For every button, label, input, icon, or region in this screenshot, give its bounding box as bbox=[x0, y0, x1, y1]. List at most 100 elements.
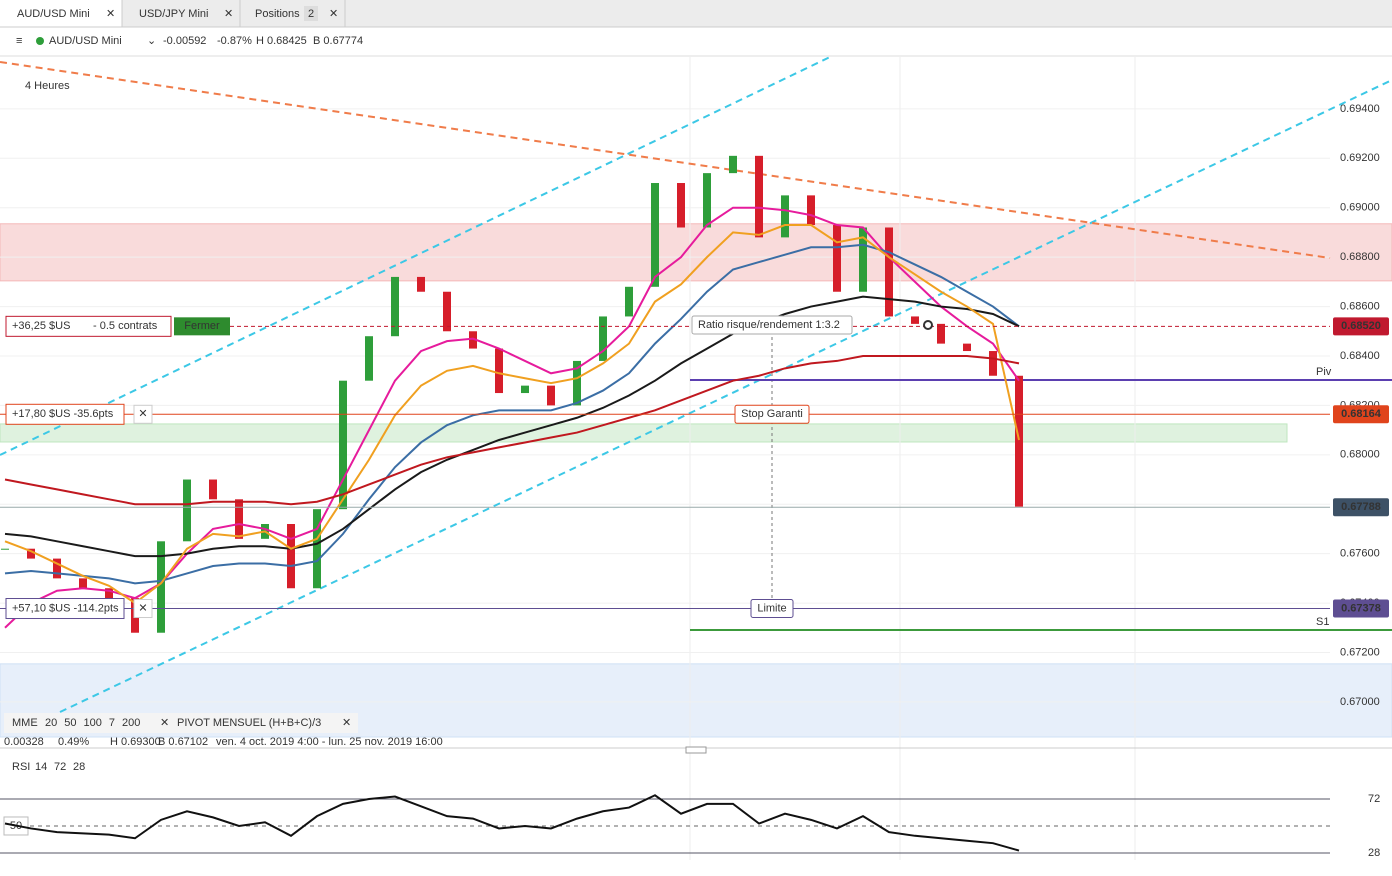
candle bbox=[651, 183, 659, 287]
price-tag-bg bbox=[1333, 498, 1389, 517]
y-tick-label: 0.67000 bbox=[1340, 696, 1380, 708]
rsi-param: 72 bbox=[54, 761, 66, 773]
y-tick-label: 0.67200 bbox=[1340, 646, 1380, 658]
candle bbox=[209, 479, 217, 500]
high: H 0.68425 bbox=[256, 35, 307, 47]
candle bbox=[963, 343, 971, 352]
pivot-label: S1 bbox=[1316, 616, 1329, 628]
price-tag: 0.68520 bbox=[1341, 320, 1381, 332]
candle bbox=[937, 323, 945, 344]
ma-line bbox=[4, 206, 1020, 629]
pivot-label: Piv bbox=[1316, 366, 1332, 378]
close-icon[interactable]: ✕ bbox=[106, 8, 115, 20]
menu-icon[interactable]: ≡ bbox=[16, 35, 22, 47]
tab-label[interactable]: Positions bbox=[255, 8, 300, 20]
legend-entry: 20 bbox=[45, 717, 57, 729]
y-tick-label: 0.69200 bbox=[1340, 152, 1380, 164]
legend-entry: 200 bbox=[122, 717, 140, 729]
zone bbox=[0, 223, 1392, 282]
candle bbox=[469, 331, 477, 349]
y-tick-label: 0.68000 bbox=[1340, 449, 1380, 461]
candle bbox=[781, 195, 789, 238]
candle bbox=[339, 380, 347, 510]
dropdown[interactable]: ⌄ bbox=[147, 35, 156, 47]
x[interactable]: ✕ bbox=[342, 717, 351, 729]
rsi-title: RSI bbox=[12, 761, 30, 773]
price-tag-bg bbox=[1333, 599, 1389, 618]
candle bbox=[911, 316, 919, 324]
info: 0.49% bbox=[58, 736, 89, 748]
close-label[interactable]: Fermer bbox=[184, 320, 220, 332]
candle bbox=[1015, 375, 1023, 507]
price-tag-bg bbox=[1333, 405, 1389, 424]
x-btn[interactable] bbox=[133, 599, 153, 619]
tab-label[interactable]: USD/JPY Mini bbox=[139, 8, 208, 20]
pnl-box bbox=[5, 598, 125, 620]
candle bbox=[677, 183, 685, 228]
ma-line bbox=[4, 224, 1020, 605]
pnl: +36,25 $US bbox=[12, 320, 70, 332]
tab-bar bbox=[0, 0, 1392, 27]
marker bbox=[923, 320, 933, 330]
tag-bg bbox=[734, 404, 810, 424]
pivot-name: PIVOT MENSUEL (H+B+C)/3 bbox=[177, 717, 321, 729]
candle bbox=[859, 227, 867, 292]
trend-line bbox=[0, 56, 831, 456]
candle bbox=[365, 336, 373, 381]
legend-entry: 100 bbox=[84, 717, 102, 729]
y-tick-label: 0.68800 bbox=[1340, 251, 1380, 263]
x[interactable]: ✕ bbox=[138, 408, 147, 420]
candle bbox=[79, 578, 87, 589]
x[interactable]: ✕ bbox=[160, 717, 169, 729]
candle bbox=[391, 276, 399, 337]
timeframe: 4 Heures bbox=[25, 80, 70, 92]
tab-active[interactable] bbox=[0, 0, 122, 27]
price-tag: 0.67378 bbox=[1341, 602, 1381, 614]
splitter[interactable] bbox=[685, 746, 707, 754]
badge-bg bbox=[304, 6, 318, 21]
info: B 0.67102 bbox=[158, 736, 208, 748]
close-icon[interactable]: ✕ bbox=[224, 8, 233, 20]
trend-line bbox=[59, 79, 1392, 713]
candle bbox=[807, 195, 815, 226]
info: ven. 4 oct. 2019 4:00 - lun. 25 nov. 201… bbox=[216, 736, 443, 748]
candle bbox=[755, 155, 763, 238]
annotation: Ratio risque/rendement 1:3.2 bbox=[698, 319, 840, 331]
status-dot bbox=[36, 37, 44, 45]
y-tick-label: 0.69000 bbox=[1340, 202, 1380, 214]
candle bbox=[157, 541, 165, 633]
y-tick-label: 0.68400 bbox=[1340, 350, 1380, 362]
candle bbox=[235, 499, 243, 539]
x-btn[interactable] bbox=[133, 404, 153, 424]
price-tag: 0.68164 bbox=[1341, 408, 1382, 420]
candle bbox=[833, 225, 841, 292]
price-tag-bg bbox=[1333, 317, 1389, 336]
candle bbox=[521, 385, 529, 394]
legend-entry: 50 bbox=[64, 717, 76, 729]
contracts: - 0.5 contrats bbox=[93, 320, 158, 332]
ma-line bbox=[4, 295, 1020, 558]
close-btn[interactable] bbox=[174, 317, 230, 336]
rsi-tick-label: 72 bbox=[1368, 793, 1380, 805]
x[interactable]: ✕ bbox=[138, 602, 147, 614]
candle bbox=[105, 588, 113, 599]
candle bbox=[547, 385, 555, 406]
rsi-tick-label: 28 bbox=[1368, 847, 1380, 859]
ma-line bbox=[4, 354, 1020, 506]
close-icon[interactable]: ✕ bbox=[329, 8, 338, 20]
candle bbox=[287, 524, 295, 589]
trend-line bbox=[0, 61, 1331, 259]
change: -0.00592 bbox=[163, 35, 206, 47]
y-tick-label: 0.69400 bbox=[1340, 103, 1380, 115]
candle bbox=[27, 548, 35, 559]
symbol[interactable]: AUD/USD Mini bbox=[49, 35, 122, 47]
rsi-param: 14 bbox=[35, 761, 47, 773]
tab-label[interactable]: AUD/USD Mini bbox=[17, 8, 90, 20]
order-tag: Stop Garanti bbox=[741, 408, 803, 420]
info: 0.00328 bbox=[4, 736, 44, 748]
price-tag: 0.67788 bbox=[1341, 501, 1381, 513]
legend-entry: 7 bbox=[109, 717, 115, 729]
y-tick-label: 0.68600 bbox=[1340, 300, 1380, 312]
